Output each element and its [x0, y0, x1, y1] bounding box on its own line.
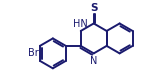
Text: N: N: [90, 56, 97, 66]
Text: Br: Br: [28, 48, 39, 58]
Text: HN: HN: [73, 19, 87, 29]
Text: S: S: [90, 3, 98, 13]
